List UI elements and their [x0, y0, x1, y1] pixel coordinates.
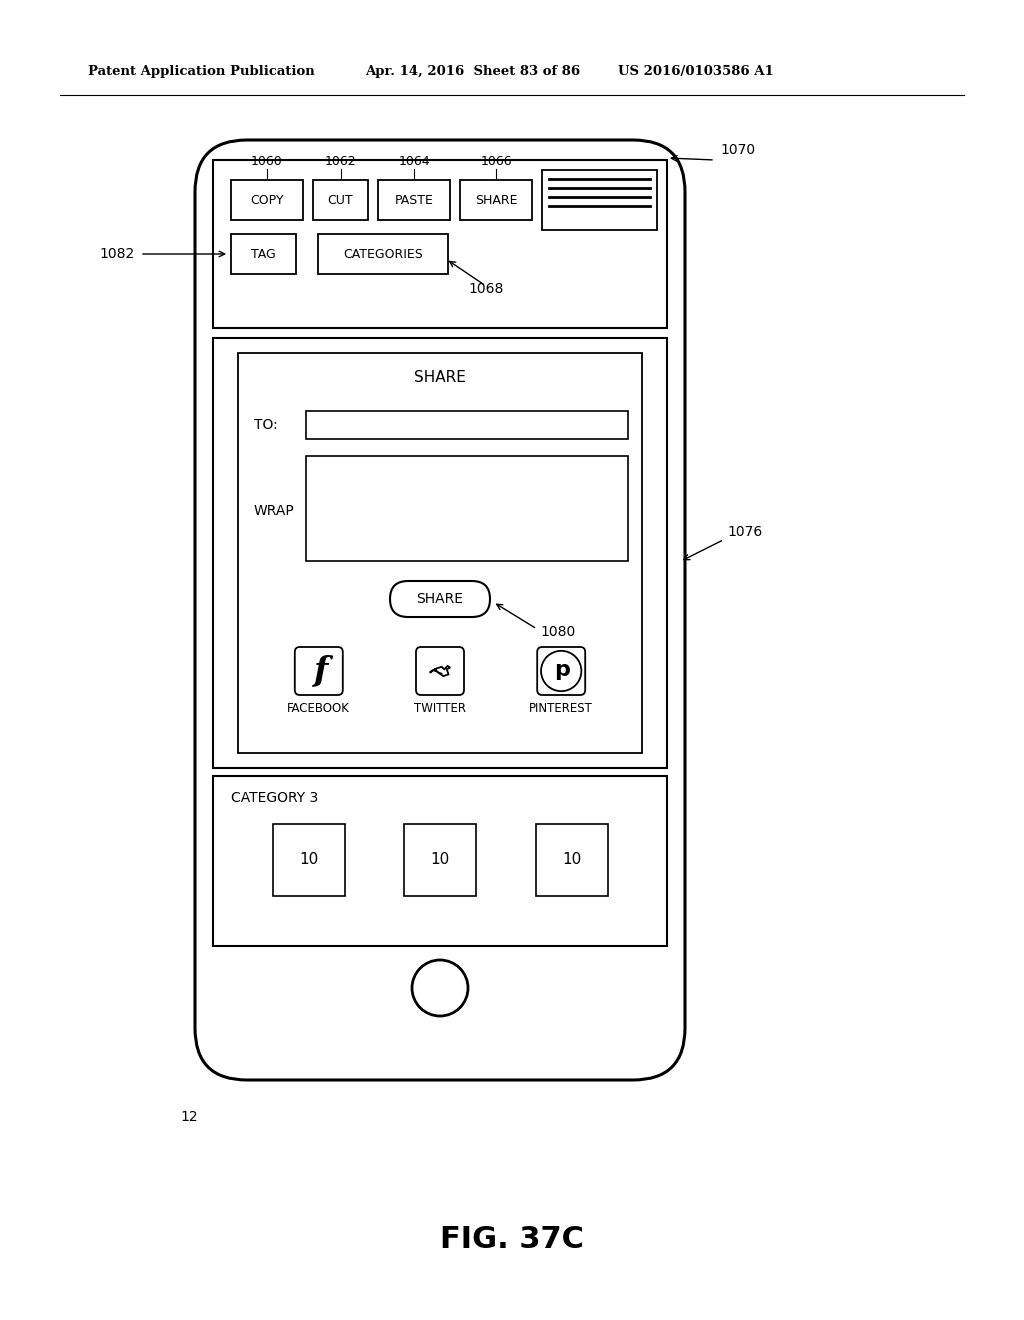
Text: 1064: 1064 — [398, 154, 430, 168]
Text: 10: 10 — [562, 853, 582, 867]
Text: 1066: 1066 — [480, 154, 512, 168]
Bar — [231, 234, 296, 275]
FancyBboxPatch shape — [538, 647, 585, 696]
Bar — [213, 160, 667, 327]
FancyBboxPatch shape — [195, 140, 685, 1080]
Text: p: p — [554, 660, 570, 680]
Text: 10: 10 — [299, 853, 318, 867]
Text: WRAP: WRAP — [254, 504, 295, 517]
Bar — [238, 352, 642, 752]
Text: 12: 12 — [180, 1110, 198, 1125]
Text: 10: 10 — [430, 853, 450, 867]
Text: 1080: 1080 — [540, 624, 575, 639]
Bar — [542, 170, 657, 230]
Text: Apr. 14, 2016  Sheet 83 of 86: Apr. 14, 2016 Sheet 83 of 86 — [365, 66, 581, 78]
Bar — [272, 824, 344, 896]
Text: TAG: TAG — [251, 248, 275, 260]
Bar — [213, 776, 667, 946]
Text: COPY: COPY — [250, 194, 284, 206]
Bar — [404, 824, 476, 896]
Text: Patent Application Publication: Patent Application Publication — [88, 66, 314, 78]
Text: PINTEREST: PINTEREST — [529, 702, 593, 715]
Text: FACEBOOK: FACEBOOK — [288, 702, 350, 715]
Text: 1068: 1068 — [468, 282, 504, 296]
Text: 1082: 1082 — [99, 247, 135, 261]
Text: SHARE: SHARE — [417, 591, 464, 606]
Bar — [378, 180, 450, 220]
Text: CATEGORY 3: CATEGORY 3 — [231, 791, 318, 805]
Bar — [318, 234, 449, 275]
FancyBboxPatch shape — [295, 647, 343, 696]
Text: PASTE: PASTE — [394, 194, 433, 206]
Text: 1076: 1076 — [727, 524, 762, 539]
Text: TO:: TO: — [254, 418, 278, 432]
Text: US 2016/0103586 A1: US 2016/0103586 A1 — [618, 66, 774, 78]
Bar — [460, 180, 532, 220]
Text: f: f — [313, 655, 328, 688]
FancyBboxPatch shape — [416, 647, 464, 696]
Text: 1070: 1070 — [720, 143, 755, 157]
Bar — [313, 180, 368, 220]
FancyBboxPatch shape — [390, 581, 490, 616]
Text: TWITTER: TWITTER — [414, 702, 466, 715]
Text: FIG. 37C: FIG. 37C — [440, 1225, 584, 1254]
Text: 1060: 1060 — [251, 154, 283, 168]
Text: SHARE: SHARE — [475, 194, 517, 206]
Circle shape — [412, 960, 468, 1016]
Text: SHARE: SHARE — [414, 371, 466, 385]
Bar — [231, 180, 303, 220]
Text: CATEGORIES: CATEGORIES — [343, 248, 423, 260]
Text: CUT: CUT — [328, 194, 353, 206]
Bar — [536, 824, 607, 896]
Bar — [213, 338, 667, 768]
Text: 1062: 1062 — [325, 154, 356, 168]
Bar — [306, 455, 628, 561]
Bar — [306, 411, 628, 440]
